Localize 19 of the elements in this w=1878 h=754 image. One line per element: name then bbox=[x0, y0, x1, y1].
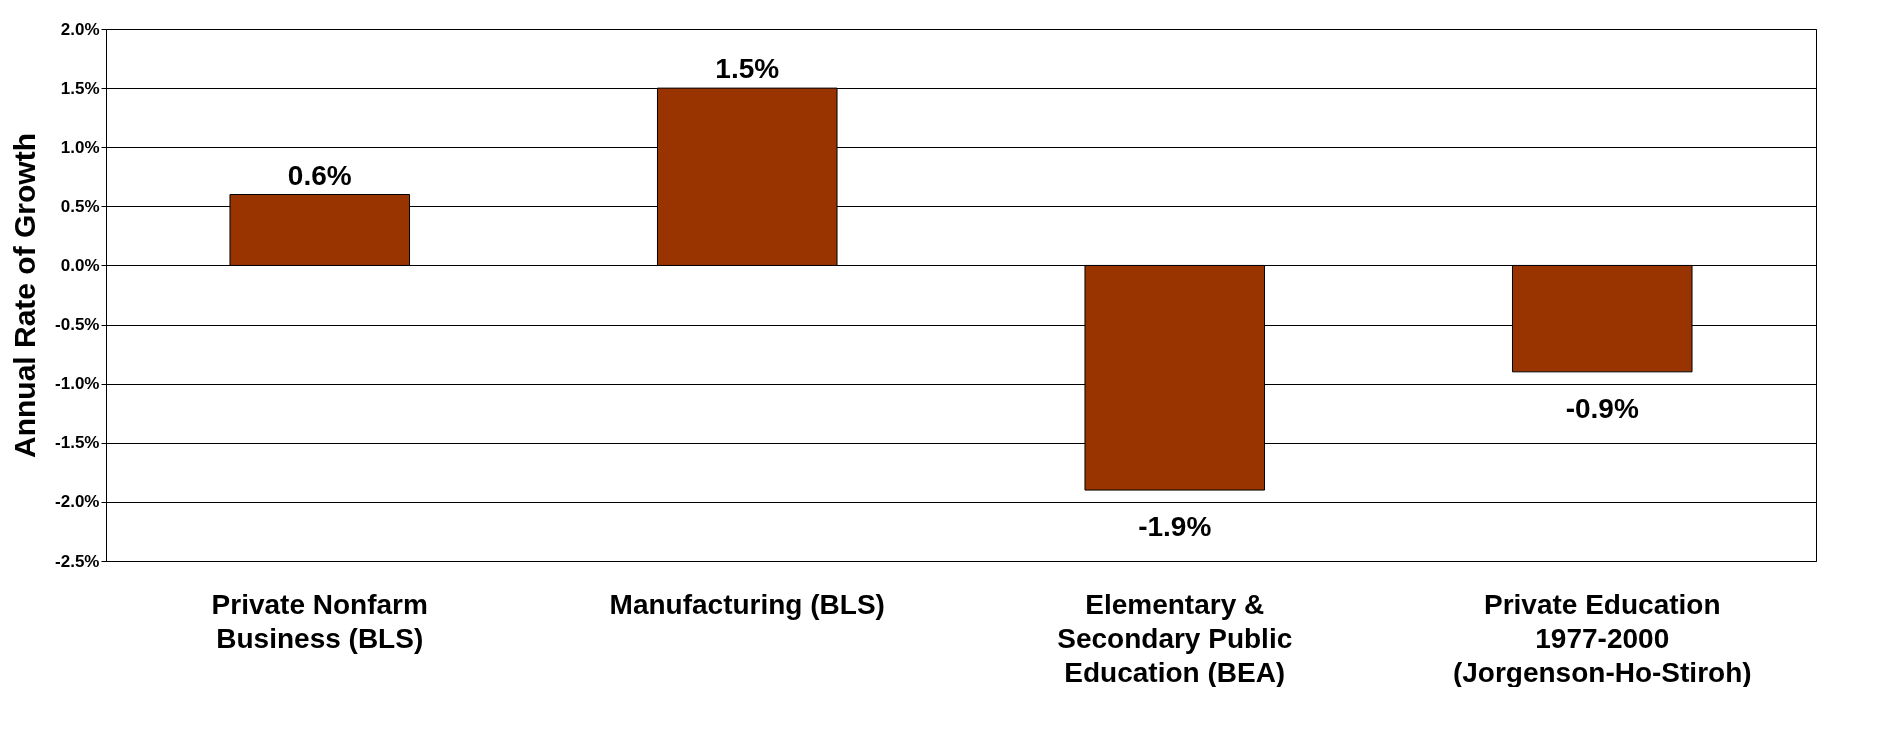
y-axis-title: Annual Rate of Growth bbox=[8, 133, 42, 458]
data-label: -0.9% bbox=[1565, 392, 1639, 424]
y-tick-label: -2.5% bbox=[55, 551, 100, 571]
data-label: -1.9% bbox=[1138, 511, 1212, 543]
y-tick-label: 0.5% bbox=[60, 196, 100, 216]
data-label: 1.5% bbox=[715, 53, 780, 85]
y-tick-label: -0.5% bbox=[55, 315, 100, 335]
x-tick-label: Private Education 1977-2000 (Jorgenson-Ho-Stiroh) bbox=[1452, 588, 1752, 688]
y-tick-label: -1.0% bbox=[55, 374, 100, 394]
data-label: 0.6% bbox=[287, 159, 352, 191]
x-tick-label: Elementary & Secondary Public Education (BEA) bbox=[1057, 588, 1293, 688]
y-tick-label: 1.0% bbox=[60, 137, 100, 157]
y-tick-label: -1.5% bbox=[55, 433, 100, 453]
y-tick-label: 1.5% bbox=[60, 78, 100, 98]
y-tick-label: 2.0% bbox=[60, 19, 100, 39]
y-tick-label: -2.0% bbox=[55, 492, 100, 512]
x-tick-label: Manufacturing (BLS) bbox=[609, 588, 885, 620]
x-tick-label: Private Nonfarm Business (BLS) bbox=[211, 588, 428, 654]
y-tick-label: 0.0% bbox=[60, 255, 100, 275]
